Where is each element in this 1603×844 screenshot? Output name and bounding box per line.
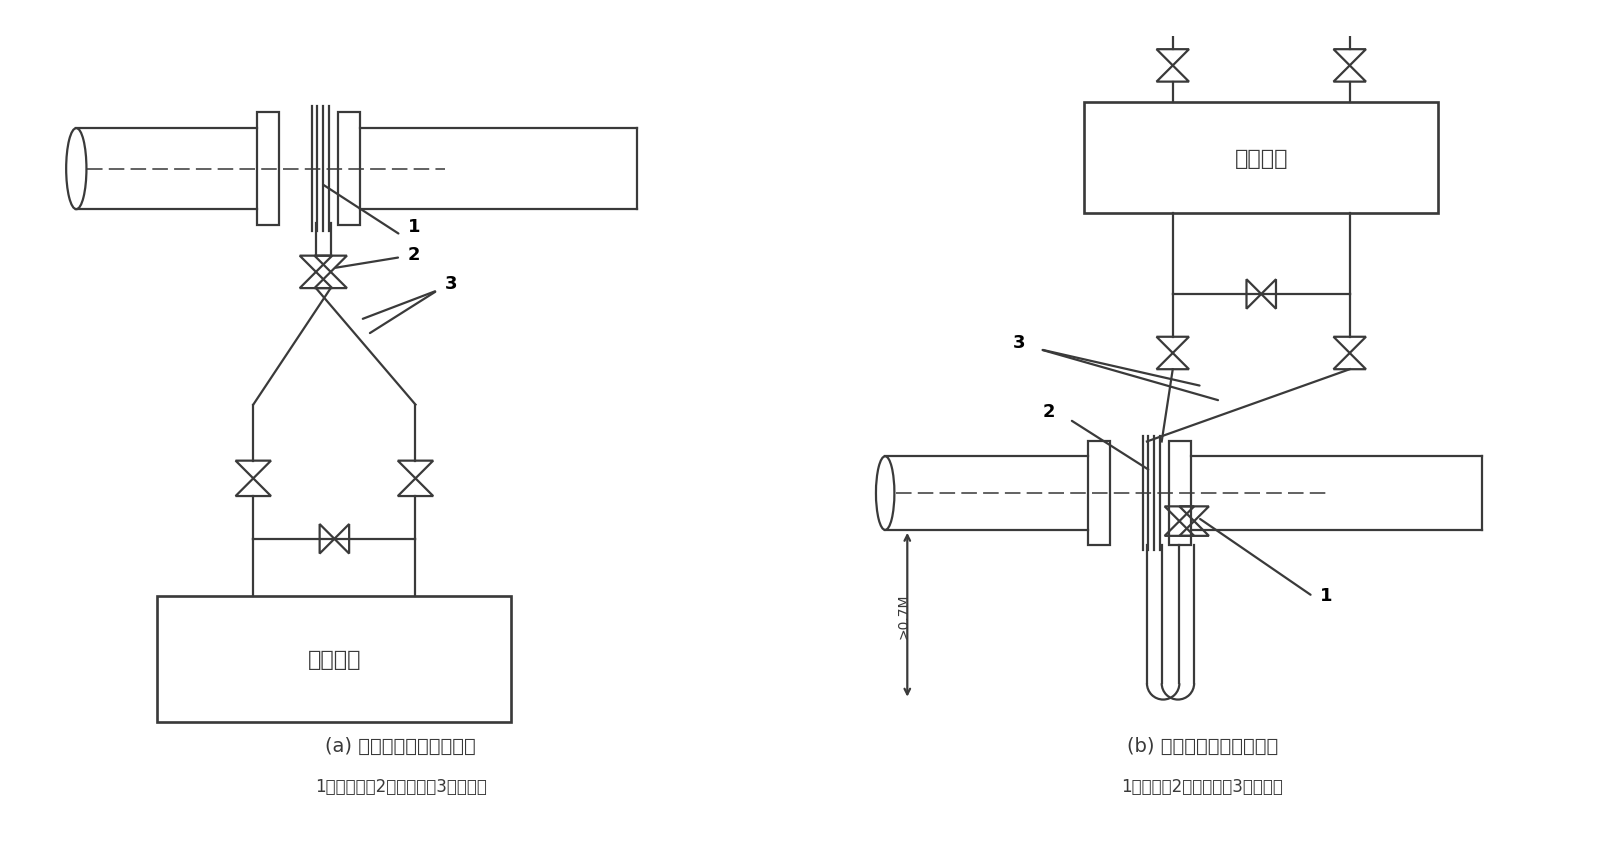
Bar [1084, 103, 1438, 214]
Text: 3: 3 [1013, 333, 1026, 352]
Bar [1169, 442, 1191, 545]
Text: 差压仪表: 差压仪表 [1234, 149, 1287, 169]
Bar [338, 113, 361, 226]
Text: 1: 1 [1321, 587, 1332, 604]
Text: 1、节流装置2、截止钢铁3、导压管: 1、节流装置2、截止钢铁3、导压管 [314, 777, 487, 795]
Bar [157, 597, 511, 722]
Text: (b) 仪表装在节流装置上方: (b) 仪表装在节流装置上方 [1127, 736, 1278, 755]
Text: 2: 2 [409, 246, 420, 264]
Bar [256, 113, 279, 226]
Text: 2: 2 [1042, 403, 1055, 420]
Text: 3: 3 [446, 275, 457, 293]
Text: (a) 仪表装在节流装置下方: (a) 仪表装在节流装置下方 [325, 736, 476, 755]
Text: >0.7M: >0.7M [896, 592, 911, 638]
Text: 差压仪表: 差压仪表 [308, 649, 361, 669]
Bar [1088, 442, 1111, 545]
Text: 1、截止阀2、节流装置3、导压管: 1、截止阀2、节流装置3、导压管 [1122, 777, 1282, 795]
Text: 1: 1 [409, 218, 420, 236]
